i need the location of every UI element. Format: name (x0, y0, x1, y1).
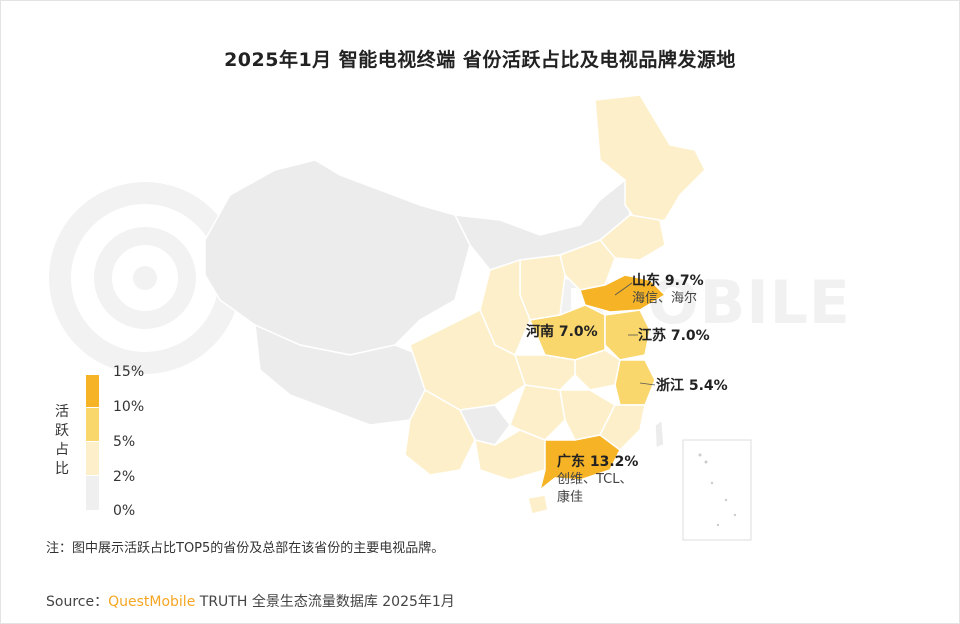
region-zhejiang (614, 359, 656, 406)
label-shandong: 山东 9.7% 海信、海尔 (632, 272, 704, 308)
source-line: Source：QuestMobile TRUTH 全景生态流量数据库 2025年… (46, 591, 455, 611)
source-prefix: Source： (46, 594, 109, 610)
region-hainan (527, 494, 549, 515)
label-zhejiang-name: 浙江 5.4% (656, 378, 728, 394)
region-guizhou (458, 404, 511, 446)
label-henan: 河南 7.0% (526, 323, 598, 341)
legend-swatch-10 (86, 408, 99, 441)
legend-swatch-15 (86, 375, 99, 407)
region-west (204, 159, 471, 356)
region-shandong (579, 274, 667, 313)
region-guangdong (538, 434, 621, 492)
footnote: 注：图中展示活跃占比TOP5的省份及总部在该省份的主要电视品牌。 (46, 541, 445, 556)
inset-islands (698, 453, 737, 527)
legend-tick-0: 0% (113, 503, 136, 519)
source-suffix: TRUTH 全景生态流量数据库 2025年1月 (195, 594, 455, 610)
south-china-sea-inset (682, 439, 752, 541)
region-jiangsu (604, 309, 651, 361)
label-zhejiang: 浙江 5.4% (656, 377, 728, 395)
label-shandong-brands: 海信、海尔 (632, 291, 698, 306)
legend-tick-5: 5% (113, 434, 136, 450)
source-brand: QuestMobile (108, 594, 196, 610)
leader-lines (614, 282, 656, 386)
legend-tick-15: 15% (113, 364, 145, 380)
region-taiwan (654, 418, 665, 450)
legend-swatch-5 (86, 442, 99, 475)
label-guangdong-name: 广东 13.2% (557, 454, 639, 470)
legend-tick-10: 10% (113, 399, 145, 415)
label-guangdong-brands-1: 创维、TCL、 (557, 472, 633, 487)
legend-swatch-2 (86, 476, 99, 510)
label-guangdong: 广东 13.2% 创维、TCL、 康佳 (557, 453, 638, 507)
legend-tick-2: 2% (113, 469, 136, 485)
label-guangdong-brands-2: 康佳 (557, 490, 584, 505)
label-shandong-name: 山东 9.7% (632, 273, 704, 289)
label-jiangsu: 江苏 7.0% (638, 327, 710, 345)
region-northeast (594, 94, 706, 226)
legend-title: 活跃占比 (55, 404, 69, 477)
watermark-logo (49, 182, 241, 374)
label-jiangsu-name: 江苏 7.0% (638, 328, 710, 344)
chart-title: 2025年1月 智能电视终端 省份活跃占比及电视品牌发源地 (224, 49, 736, 71)
label-henan-name: 河南 7.0% (526, 324, 598, 340)
region-yunnan (404, 388, 476, 476)
